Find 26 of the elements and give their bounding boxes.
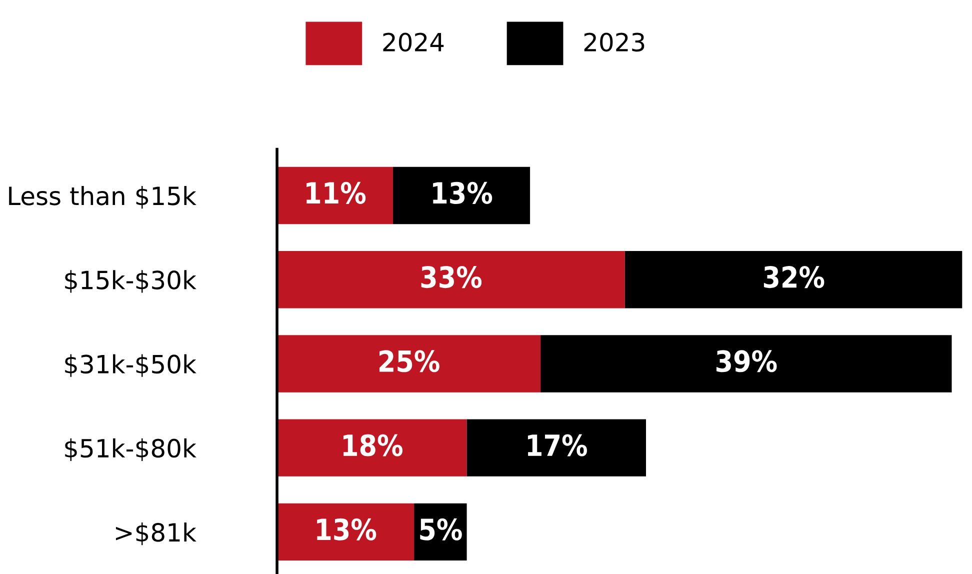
bar [277,251,625,308]
y-tick-label: $15k-$30k [65,270,196,293]
y-tick-label: $51k-$80k [65,438,196,462]
data-label: 11% [306,182,366,204]
data-label: 18% [343,434,402,456]
bar [277,503,414,561]
data-label: 5% [420,518,462,540]
bar [540,335,952,392]
bar [277,335,541,392]
bar [392,166,530,224]
bar [466,419,646,476]
data-label: 32% [764,266,824,288]
legend-label: 2023 [584,32,644,52]
legend-label: 2024 [383,32,444,52]
data-label: 25% [379,350,440,372]
data-label: 13% [317,518,376,540]
data-label: 33% [421,266,482,288]
bar [624,251,962,308]
y-tick-label: >$81k [116,522,196,546]
y-tick-label: Less than $15k [9,186,196,209]
data-label: 17% [528,434,587,456]
bar [277,166,393,224]
bar [277,419,467,476]
data-label: 39% [716,350,777,372]
y-tick-label: $31k-$50k [65,354,196,377]
data-label: 13% [433,182,492,204]
